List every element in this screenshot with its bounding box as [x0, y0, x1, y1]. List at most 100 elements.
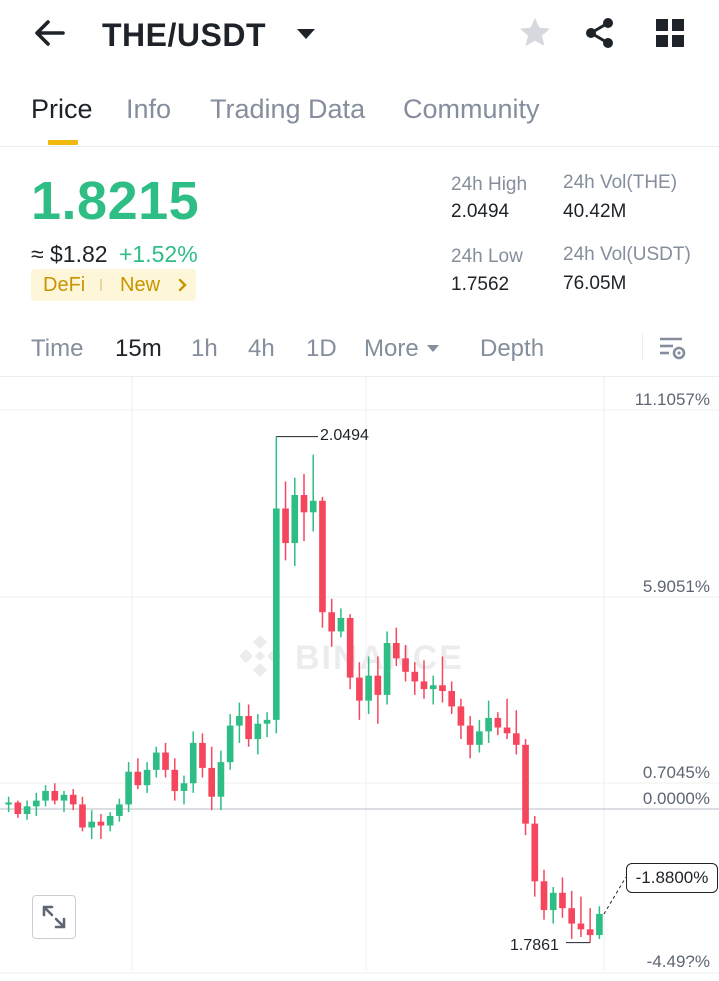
- divider: [642, 334, 643, 360]
- candle-down: [162, 752, 169, 770]
- candle-up: [152, 752, 160, 770]
- high-value: 2.0494: [451, 201, 510, 222]
- candle-down: [503, 727, 511, 734]
- high-marker-label: 2.0494: [320, 427, 369, 444]
- candle-down: [448, 691, 456, 707]
- candle-up: [476, 731, 483, 745]
- candle-up: [254, 723, 262, 740]
- settings-icon: [660, 337, 686, 360]
- candle-down: [282, 508, 289, 544]
- favorite-button[interactable]: [517, 15, 553, 51]
- candle-down: [392, 642, 400, 659]
- last-price: 1.8215: [31, 171, 200, 231]
- candle-up: [42, 790, 49, 801]
- candle-down: [559, 892, 566, 909]
- candle-up: [5, 802, 12, 805]
- candle-up: [596, 913, 603, 936]
- candle-down: [319, 500, 326, 613]
- tab-community[interactable]: Community: [403, 94, 540, 124]
- vol-base-value: 40.42M: [563, 201, 627, 222]
- axis-label-bottom: -4.49?%: [646, 952, 710, 971]
- caret-down-icon[interactable]: [425, 341, 441, 357]
- fullscreen-button[interactable]: [32, 895, 76, 939]
- interval-1d[interactable]: 1D: [306, 335, 337, 362]
- interval-more[interactable]: More: [364, 335, 419, 362]
- interval-4h[interactable]: 4h: [248, 335, 275, 362]
- top-bar: THE/USDT: [0, 0, 719, 70]
- candle-down: [79, 804, 86, 828]
- candle-up: [143, 769, 151, 786]
- axis-label-mid: 5.9051%: [642, 577, 710, 596]
- apps-button[interactable]: [652, 15, 688, 51]
- candle-down: [14, 802, 22, 815]
- section-tabs: Price Info Trading Data Community: [0, 80, 719, 147]
- candle-down: [171, 769, 179, 791]
- tag-defi[interactable]: DeFi: [43, 274, 86, 296]
- candle-down: [512, 733, 520, 745]
- price-change: +1.52%: [119, 241, 198, 267]
- tab-depth[interactable]: Depth: [480, 335, 545, 362]
- low-label: 24h Low: [451, 246, 523, 267]
- candle-down: [494, 717, 502, 728]
- candle-down: [199, 742, 206, 768]
- candle-down: [346, 618, 354, 678]
- share-icon: [586, 18, 613, 48]
- tab-price[interactable]: Price: [31, 94, 93, 124]
- tab-info[interactable]: Info: [126, 94, 172, 124]
- active-tab-indicator: [48, 140, 78, 145]
- chevron-right-icon: [177, 276, 189, 294]
- candle-up: [236, 716, 243, 726]
- candle-down: [568, 908, 576, 924]
- pair-selector[interactable]: THE/USDT: [102, 17, 266, 53]
- high-label: 24h High: [451, 174, 528, 195]
- candlestick-chart[interactable]: BINANCE 11.1057% 5.9051% 0.7045% 0.0000%…: [0, 377, 719, 981]
- interval-1h[interactable]: 1h: [191, 335, 218, 362]
- axis-label-low: 0.7045%: [642, 763, 710, 782]
- candle-down: [97, 821, 105, 826]
- interval-time[interactable]: Time: [31, 335, 84, 362]
- expand-icon: [42, 905, 66, 929]
- candle-up: [365, 675, 372, 701]
- caret-down-icon[interactable]: [294, 22, 318, 46]
- category-tags[interactable]: DeFi New: [31, 269, 196, 301]
- tag-divider: [100, 279, 102, 291]
- low-value: 1.7562: [451, 274, 510, 295]
- tab-trading-data[interactable]: Trading Data: [210, 94, 366, 124]
- chart-canvas: [0, 377, 719, 974]
- candle-up: [291, 495, 299, 544]
- candle-down: [402, 658, 409, 672]
- candle-down: [466, 725, 474, 745]
- candle-down: [540, 881, 548, 911]
- share-button[interactable]: [582, 15, 618, 51]
- interval-bar: Time 15m 1h 4h 1D More Depth: [0, 324, 719, 377]
- low-marker-label: 1.7861: [510, 937, 559, 954]
- candle-down: [208, 767, 216, 797]
- candle-up: [60, 794, 68, 801]
- candle-up: [32, 800, 40, 807]
- star-icon: [520, 18, 550, 46]
- interval-15m[interactable]: 15m: [115, 335, 162, 362]
- candle-up: [116, 804, 123, 816]
- chart-settings-button[interactable]: [656, 332, 688, 364]
- last-price-line: [603, 876, 627, 915]
- candle-up: [88, 821, 96, 828]
- candle-down: [356, 677, 363, 701]
- candle-up: [226, 725, 234, 763]
- candle-down: [300, 495, 308, 513]
- candle-up: [549, 892, 557, 911]
- candle-down: [531, 823, 539, 882]
- axis-label-zero: 0.0000%: [642, 789, 710, 808]
- back-button[interactable]: [30, 14, 70, 54]
- candle-down: [69, 794, 77, 805]
- vol-quote-label: 24h Vol(USDT): [563, 244, 691, 265]
- candle-down: [245, 716, 252, 740]
- candle-down: [51, 790, 59, 801]
- candle-up: [106, 815, 114, 826]
- candle-up: [429, 685, 437, 690]
- tag-new[interactable]: New: [120, 274, 161, 296]
- candle-up: [263, 719, 271, 724]
- candle-up: [309, 500, 317, 513]
- candle-down: [457, 706, 465, 726]
- candle-down: [374, 675, 382, 695]
- candle-up: [23, 806, 31, 815]
